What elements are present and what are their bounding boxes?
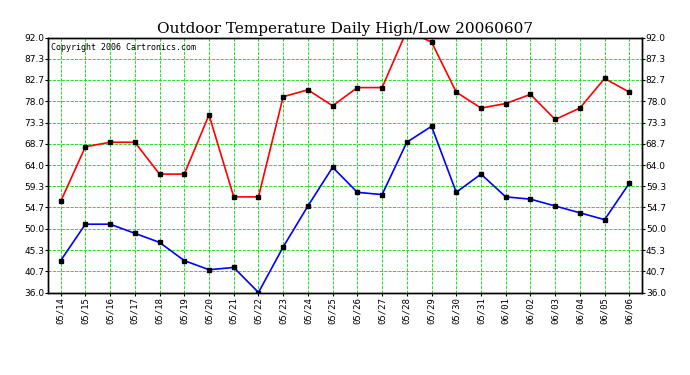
Text: Copyright 2006 Cartronics.com: Copyright 2006 Cartronics.com xyxy=(51,43,196,52)
Title: Outdoor Temperature Daily High/Low 20060607: Outdoor Temperature Daily High/Low 20060… xyxy=(157,22,533,36)
